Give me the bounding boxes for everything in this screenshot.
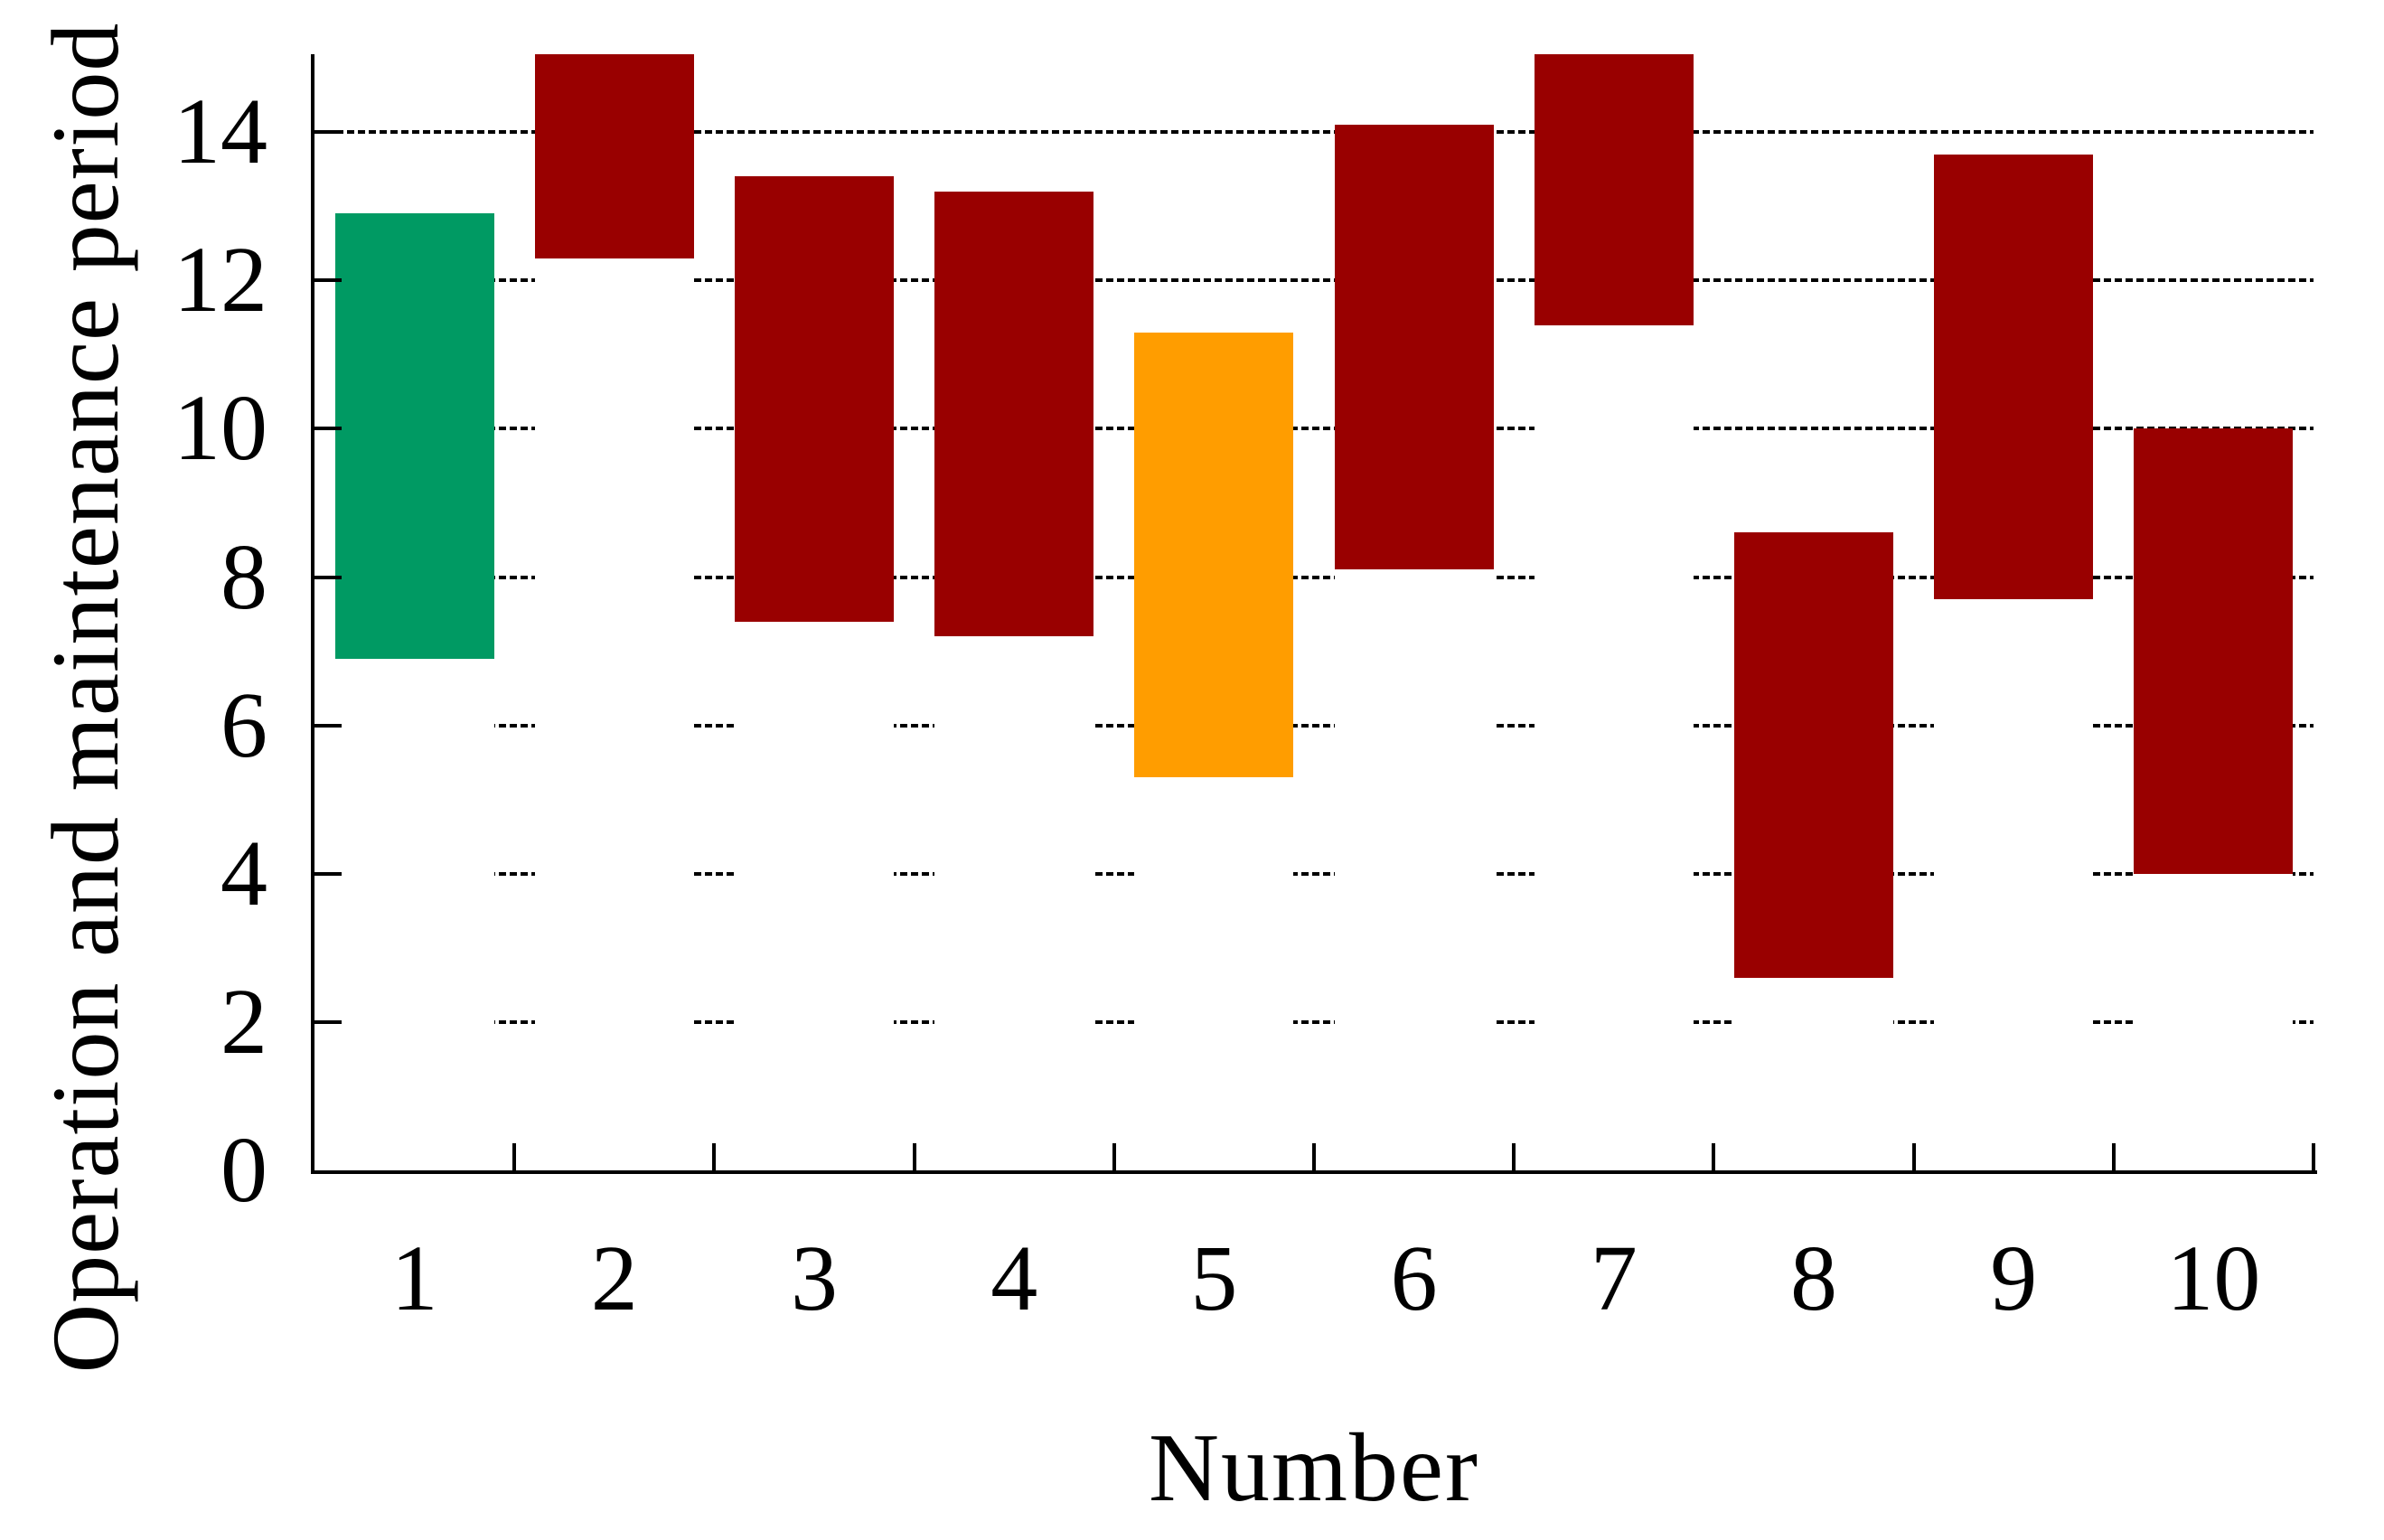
gridline-y-8: [314, 575, 2314, 579]
bar-7: [1534, 54, 1694, 325]
bar-3-hidden-base: [735, 621, 894, 1170]
y-tick-label-0: 0: [221, 1118, 267, 1222]
bar-4-hidden-base: [934, 636, 1094, 1170]
x-tick-label-5: 5: [1190, 1226, 1238, 1330]
x-tick-mark-3: [912, 1143, 916, 1170]
bar-7-hidden-base: [1534, 324, 1694, 1170]
gridline-y-2: [314, 1019, 2314, 1024]
y-tick-label-14: 14: [174, 80, 267, 184]
bar-1-hidden-base: [334, 658, 494, 1170]
y-tick-mark-10: [314, 427, 342, 431]
bar-2-hidden-base: [534, 258, 694, 1170]
x-axis-title: Number: [1149, 1414, 1479, 1522]
y-tick-mark-14: [314, 130, 342, 135]
x-axis-line: [311, 1170, 2317, 1174]
gridline-y-4: [314, 871, 2314, 876]
y-tick-label-6: 6: [221, 672, 267, 777]
bar-1: [334, 213, 494, 659]
gridline-y-14: [314, 130, 2314, 135]
bar-3: [735, 176, 894, 622]
gridline-y-12: [314, 278, 2314, 283]
x-tick-label-1: 1: [390, 1226, 438, 1330]
x-tick-label-3: 3: [791, 1226, 838, 1330]
bar-6: [1334, 124, 1494, 570]
y-tick-mark-8: [314, 575, 342, 579]
x-tick-mark-2: [712, 1143, 717, 1170]
x-tick-label-4: 4: [990, 1226, 1038, 1330]
bar-10-hidden-base: [2134, 873, 2294, 1170]
x-tick-mark-8: [1911, 1143, 1916, 1170]
y-tick-label-4: 4: [221, 821, 267, 925]
y-tick-mark-6: [314, 723, 342, 728]
y-tick-mark-4: [314, 871, 342, 876]
x-tick-label-6: 6: [1390, 1226, 1438, 1330]
y-tick-mark-2: [314, 1019, 342, 1024]
x-tick-mark-9: [2111, 1143, 2116, 1170]
gridline-y-6: [314, 723, 2314, 728]
bar-5-hidden-base: [1134, 777, 1294, 1170]
bar-6-hidden-base: [1334, 569, 1494, 1170]
x-tick-label-8: 8: [1790, 1226, 1837, 1330]
y-tick-label-10: 10: [174, 376, 267, 481]
gridline-y-10: [314, 427, 2314, 431]
x-tick-mark-10: [2312, 1143, 2315, 1170]
bar-8-hidden-base: [1734, 977, 1893, 1170]
x-tick-label-7: 7: [1590, 1226, 1638, 1330]
x-tick-mark-5: [1312, 1143, 1316, 1170]
x-tick-label-9: 9: [1990, 1226, 2038, 1330]
plot-area: [314, 54, 2315, 1170]
bar-4: [934, 191, 1094, 637]
bar-9-hidden-base: [1934, 599, 2094, 1170]
x-tick-label-10: 10: [2166, 1226, 2261, 1330]
bar-5: [1134, 332, 1294, 778]
y-tick-label-2: 2: [221, 969, 267, 1074]
bar-2: [534, 54, 694, 258]
x-tick-mark-7: [1712, 1143, 1716, 1170]
x-tick-mark-4: [1112, 1143, 1116, 1170]
x-tick-label-2: 2: [590, 1226, 638, 1330]
y-axis-line: [311, 54, 314, 1174]
bar-10: [2134, 428, 2294, 874]
y-tick-mark-12: [314, 278, 342, 283]
y-tick-label-8: 8: [221, 524, 267, 629]
y-tick-label-12: 12: [174, 228, 267, 333]
bar-9: [1934, 154, 2094, 600]
x-tick-mark-1: [512, 1143, 517, 1170]
bar-8: [1734, 532, 1893, 978]
x-tick-mark-6: [1512, 1143, 1516, 1170]
